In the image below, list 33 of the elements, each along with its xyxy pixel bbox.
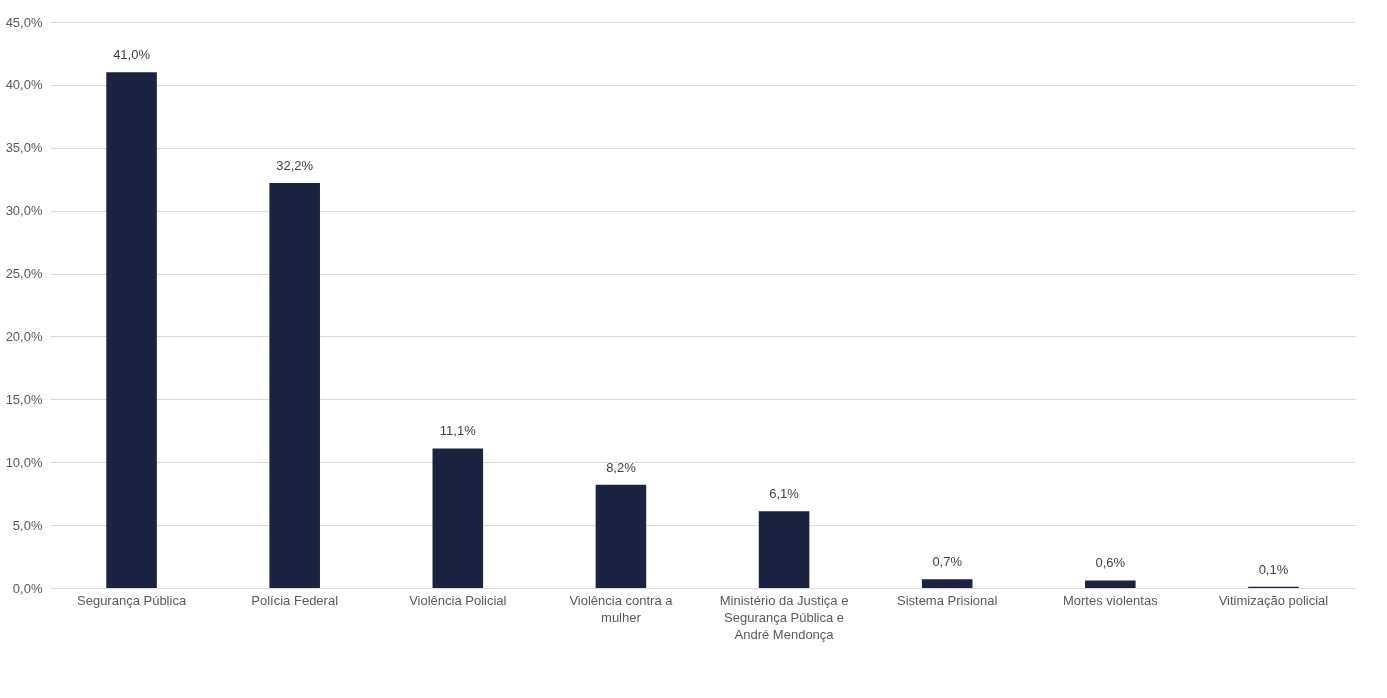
y-tick-label: 35,0% — [5, 140, 43, 156]
data-label: 0,6% — [1095, 555, 1126, 571]
data-label: 41,0% — [113, 47, 151, 63]
bar — [758, 511, 810, 588]
bar — [106, 72, 157, 588]
data-label: 32,2% — [276, 158, 314, 173]
bar — [1085, 580, 1136, 588]
data-label: 11,1% — [439, 423, 477, 439]
bar — [269, 183, 320, 588]
y-tick-label: 40,0% — [5, 77, 43, 93]
data-label: 8,2% — [606, 459, 637, 475]
y-tick-label: 20,0% — [5, 328, 43, 344]
bar — [432, 448, 484, 588]
x-tick-label: Violência contra a mulher — [569, 592, 674, 625]
data-label: 6,1% — [769, 486, 800, 502]
x-tick-label: Polícia Federal — [251, 592, 339, 608]
x-tick-label: Sistema Prisional — [896, 592, 998, 608]
data-label: 0,7% — [932, 554, 963, 570]
data-label: 0,1% — [1258, 561, 1289, 577]
x-tick-label: Segurança Pública — [76, 592, 187, 608]
bar — [595, 484, 647, 588]
y-tick-label: 45,0% — [5, 14, 43, 30]
x-tick-label: Violência Policial — [409, 592, 507, 608]
bar — [921, 579, 973, 588]
y-tick-label: 5,0% — [12, 517, 43, 533]
y-tick-label: 10,0% — [5, 454, 43, 470]
x-tick-label: Mortes violentas — [1062, 592, 1159, 608]
x-tick-label: Vitimização policial — [1218, 592, 1329, 608]
y-tick-label: 25,0% — [5, 266, 43, 282]
y-tick-label: 0,0% — [12, 580, 43, 596]
y-tick-label: 15,0% — [5, 391, 43, 407]
y-tick-label: 30,0% — [5, 203, 43, 219]
x-tick-label: Ministério da Justiça e Segurança Pública e André Mendonça — [719, 592, 849, 642]
